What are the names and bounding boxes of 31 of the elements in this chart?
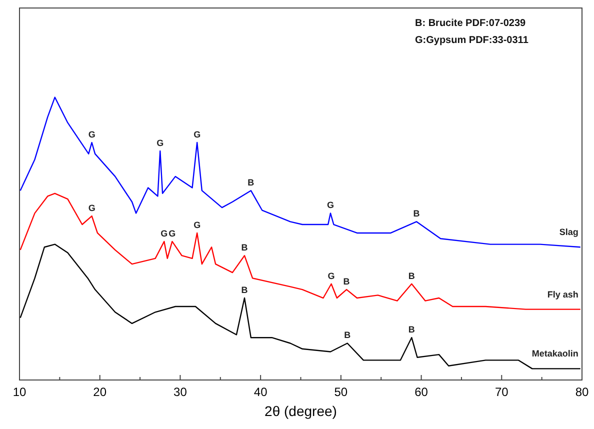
- text: G:Gypsum PDF:33-0311: [415, 35, 529, 46]
- series-label: Slag: [559, 227, 578, 238]
- annotation: B: [413, 208, 420, 219]
- annotation: B: [408, 324, 416, 335]
- x-tick-label: 20: [93, 385, 107, 399]
- annotation: G: [328, 270, 335, 281]
- annotation: B: [241, 285, 248, 296]
- series-label: Metakaolin: [532, 348, 578, 359]
- annotation: G: [326, 200, 334, 210]
- annotation: G: [168, 228, 176, 238]
- annotation: B: [344, 330, 352, 340]
- x-axis-title: 2θ (degree): [264, 403, 337, 419]
- annotation: G: [88, 130, 96, 140]
- annotation: B: [248, 178, 255, 188]
- series-label: Fly ash: [547, 289, 578, 300]
- annotation: G: [88, 203, 96, 214]
- x-tick-label: 50: [334, 385, 348, 399]
- x-tick-label: 30: [174, 385, 188, 399]
- annotation: B: [343, 276, 350, 287]
- x-tick-label: 40: [254, 385, 268, 399]
- x-tick-label: 70: [494, 385, 509, 399]
- annotation: G: [194, 220, 201, 230]
- x-tick-label: 80: [575, 385, 589, 399]
- annotation: G: [160, 228, 168, 238]
- annotation: B: [241, 242, 248, 253]
- annotation: G: [194, 130, 201, 140]
- annotation: G: [156, 138, 164, 148]
- annotation: B: [408, 270, 416, 281]
- text: B: Brucite PDF:07-0239: [415, 18, 526, 29]
- x-tick-label: 60: [414, 385, 428, 399]
- x-tick-label: 10: [12, 385, 26, 399]
